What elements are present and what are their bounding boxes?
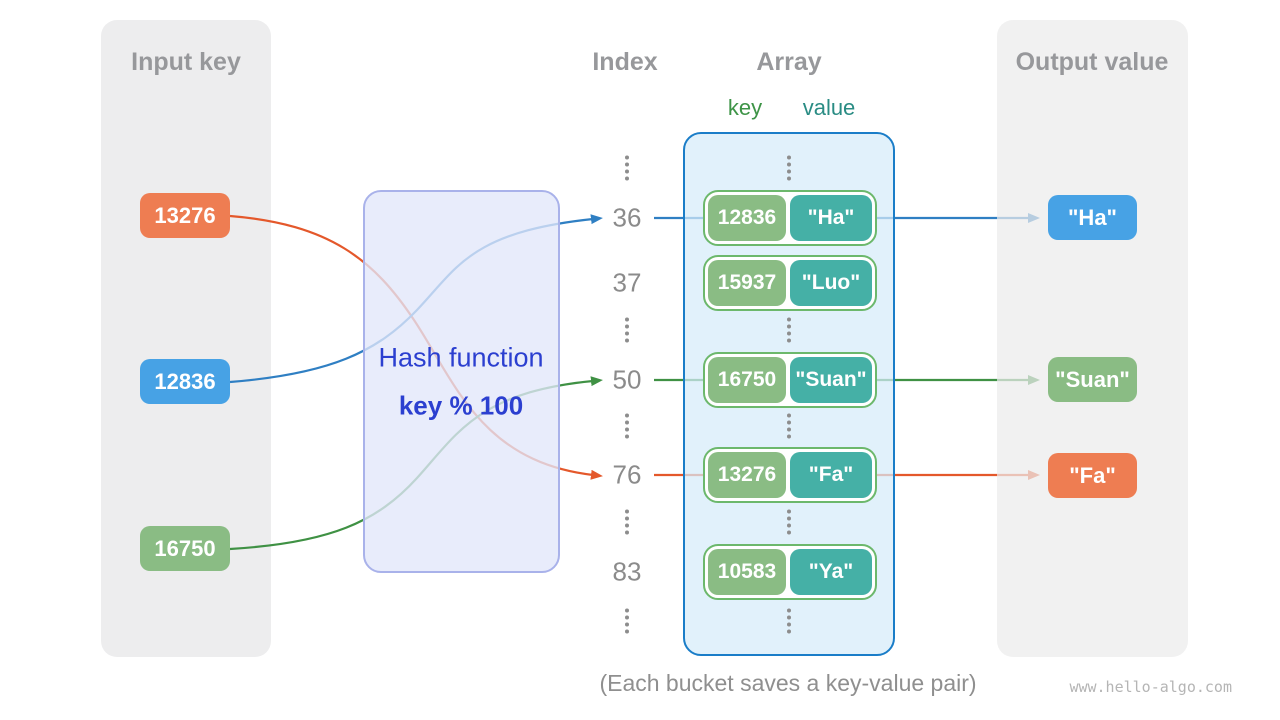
- bucket-row-83: 10583 "Ya": [703, 544, 877, 600]
- ellipsis-dots: [787, 608, 791, 634]
- ellipsis-dots: [787, 413, 791, 439]
- bucket-value: "Ha": [790, 195, 872, 241]
- key-column-header: key: [727, 95, 763, 120]
- index-title: Index: [592, 48, 658, 76]
- hash-function-label: Hash function: [378, 342, 544, 373]
- index-36: 36: [612, 202, 642, 233]
- output-value-box-ha: "Ha": [1048, 195, 1137, 240]
- ellipsis-dots: [625, 608, 629, 634]
- bucket-key: 13276: [708, 452, 786, 498]
- ellipsis-dots: [625, 413, 629, 439]
- value-column-header: value: [802, 95, 856, 120]
- output-value-box-suan: "Suan": [1048, 357, 1137, 402]
- input-key-box-13276: 13276: [140, 193, 230, 238]
- index-83: 83: [612, 556, 642, 587]
- hash-function-formula: key % 100: [398, 390, 524, 421]
- index-76: 76: [612, 459, 642, 490]
- bucket-row-50: 16750 "Suan": [703, 352, 877, 408]
- bucket-row-36: 12836 "Ha": [703, 190, 877, 246]
- bucket-row-37: 15937 "Luo": [703, 255, 877, 311]
- ellipsis-dots: [625, 317, 629, 343]
- hash-function-panel: [363, 190, 560, 573]
- diagram-caption: (Each bucket saves a key-value pair): [599, 670, 977, 696]
- bucket-key: 12836: [708, 195, 786, 241]
- output-value-panel: [997, 20, 1188, 657]
- ellipsis-dots: [625, 509, 629, 535]
- bucket-value: "Luo": [790, 260, 872, 306]
- bucket-row-76: 13276 "Fa": [703, 447, 877, 503]
- bucket-key: 16750: [708, 357, 786, 403]
- ellipsis-dots: [787, 509, 791, 535]
- bucket-key: 10583: [708, 549, 786, 595]
- input-key-title: Input key: [131, 48, 241, 76]
- watermark: www.hello-algo.com: [1069, 678, 1232, 696]
- bucket-value: "Ya": [790, 549, 872, 595]
- input-key-box-12836: 12836: [140, 359, 230, 404]
- ellipsis-dots: [625, 155, 629, 181]
- output-value-box-fa: "Fa": [1048, 453, 1137, 498]
- bucket-key: 15937: [708, 260, 786, 306]
- index-37: 37: [612, 267, 642, 298]
- ellipsis-dots: [787, 155, 791, 181]
- ellipsis-dots: [787, 317, 791, 343]
- array-title: Array: [756, 48, 822, 76]
- bucket-value: "Fa": [790, 452, 872, 498]
- output-value-title: Output value: [1015, 48, 1169, 76]
- index-50: 50: [612, 364, 642, 395]
- bucket-value: "Suan": [790, 357, 872, 403]
- input-key-box-16750: 16750: [140, 526, 230, 571]
